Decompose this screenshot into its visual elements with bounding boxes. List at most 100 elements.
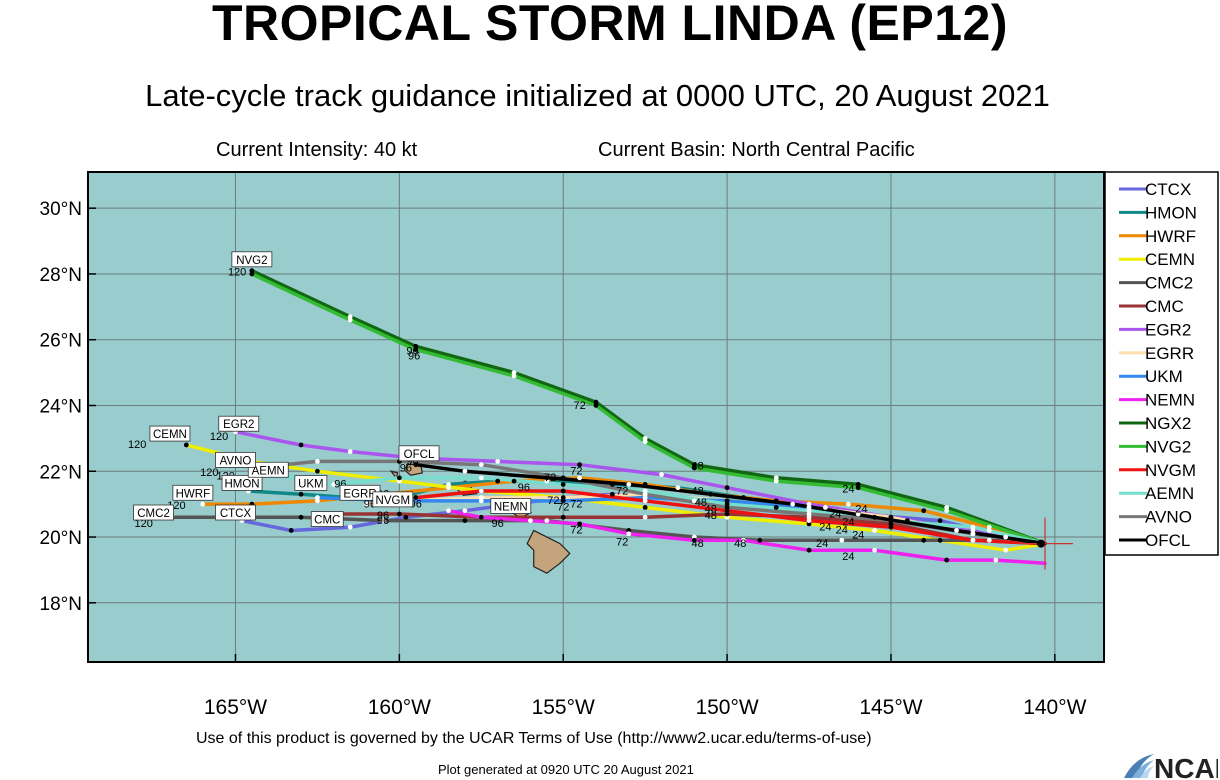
forecast-hour-label: 72 (547, 495, 559, 507)
track-point-avno (724, 505, 730, 510)
track-point-ofcl (544, 475, 550, 481)
forecast-hour-label: 72 (616, 485, 628, 497)
forecast-hour-label: 96 (377, 510, 389, 522)
track-point-nvg2 (773, 478, 779, 484)
model-box-bg (294, 475, 328, 491)
track-point-nvgm (888, 524, 894, 530)
track-point-ukm (806, 505, 812, 510)
y-tick-label: 24°N (40, 396, 82, 417)
track-point-ctcx (691, 498, 697, 504)
track-point-cmc2 (986, 537, 992, 543)
legend-label-nemn: NEMN (1145, 391, 1195, 410)
forecast-hour-label: 72 (544, 472, 556, 484)
track-point-ngx2 (773, 475, 779, 481)
track-point-nemn (872, 547, 877, 553)
track-point-avno (970, 531, 976, 537)
track-point-avno (806, 511, 812, 517)
track-point-ngx2 (249, 268, 255, 274)
track-point-nvg2 (642, 439, 648, 445)
track-point-cmc (642, 514, 648, 520)
model-box-label: AEMN (252, 465, 285, 477)
track-point-nvgm (560, 488, 566, 494)
track-point-nvg2 (593, 403, 599, 408)
model-box-label: OFCL (404, 449, 435, 461)
track-point-hwrf (315, 498, 320, 504)
track-point-ukm (642, 495, 648, 500)
track-point-aemn (724, 501, 730, 507)
track-point-hwrf (921, 508, 927, 514)
model-box-cmc: CMC (310, 511, 344, 527)
track-point-nemn (626, 531, 632, 537)
map-axes: 165°W 160°W 155°W 150°W 145°W 140°W 18°N 20°N 22… (40, 199, 1087, 719)
model-box-cmc2: CMC2 (133, 504, 174, 521)
track-point-egr2 (495, 458, 501, 464)
forecast-hour-label: 48 (705, 503, 717, 515)
track-point-nvgm (806, 518, 812, 523)
track-point-nvgm (478, 488, 484, 494)
track-point-cmc (806, 514, 812, 520)
track-point-nvgm (724, 508, 730, 514)
track-point-nvg2 (944, 508, 950, 514)
track-point-aemn (806, 508, 812, 514)
track-point-hwrf (200, 501, 206, 507)
y-tick-label: 30°N (40, 199, 82, 220)
legend-label-ukm: UKM (1145, 367, 1183, 386)
forecast-hour-label: 96 (408, 350, 420, 362)
track-point-hmon (609, 482, 615, 487)
forecast-hour-label: 72 (616, 536, 628, 548)
model-box-label: NEMN (494, 501, 528, 513)
forecast-hour-label: 120 (200, 467, 218, 479)
model-box-label: EGRR (343, 488, 376, 500)
track-point-ngx2 (642, 435, 648, 441)
track-point-cemn (872, 528, 877, 533)
y-tick-label: 22°N (40, 462, 82, 483)
legend-label-aemn: AEMN (1145, 484, 1194, 503)
forecast-hour-label: 120 (210, 431, 228, 443)
track-point-cmc (724, 511, 730, 517)
track-point-cemn (396, 478, 402, 484)
forecast-hour-label: 120 (228, 267, 246, 279)
track-point-egr2 (577, 462, 583, 468)
forecast-hour-label: 72 (570, 498, 582, 510)
model-box-label: UKM (298, 478, 324, 490)
track-point-aemn (331, 482, 337, 487)
model-box-ctcx: CTCX (215, 504, 256, 521)
model-box-nemn: NEMN (490, 498, 532, 514)
model-box-label: CMC2 (137, 508, 170, 520)
x-tick-label: 155°W (532, 696, 595, 719)
track-point-hwrf (845, 501, 851, 507)
forecast-hour-label: 96 (406, 346, 418, 358)
track-point-ofcl (462, 468, 468, 474)
legend-label-ngx2: NGX2 (1145, 414, 1191, 433)
terms-of-use: Use of this product is governed by the U… (196, 730, 872, 747)
track-point-nemn (944, 557, 950, 563)
track-point-cmc2 (921, 537, 927, 543)
track-point-hmon (298, 491, 304, 497)
current-basin: Current Basin: North Central Pacific (598, 139, 915, 161)
track-point-hmon (823, 505, 828, 510)
track-point-cemn (806, 521, 812, 527)
track-point-ukm (724, 498, 730, 504)
model-box-bg (398, 445, 440, 462)
track-point-ukm (560, 498, 566, 504)
plot-generated-time: Plot generated at 0920 UTC 20 August 202… (438, 762, 694, 777)
track-point-cmc2 (757, 537, 763, 543)
track-point-aemn (560, 482, 566, 487)
track-point-nemn (993, 557, 999, 563)
forecast-hour-label: 72 (557, 502, 569, 514)
track-point-hwrf (773, 498, 779, 504)
model-box-label: CTCX (220, 508, 252, 520)
ncar-logo-text: NCAR (1154, 753, 1218, 780)
track-point-egr2 (347, 449, 353, 454)
track-point-nemn (528, 518, 533, 523)
legend-label-hmon: HMON (1145, 203, 1197, 222)
track-point-cmc2 (544, 518, 550, 523)
forecast-hour-label: 24 (819, 521, 831, 533)
track-point-nvg2 (511, 373, 517, 379)
track-point-nvgm (413, 495, 419, 500)
track-point-nvg2 (347, 317, 353, 323)
track-point-egrr (364, 501, 369, 507)
track-point-cmc (396, 511, 402, 517)
page-title: TROPICAL STORM LINDA (EP12) (212, 0, 1008, 51)
forecast-hour-label: 72 (570, 466, 582, 478)
